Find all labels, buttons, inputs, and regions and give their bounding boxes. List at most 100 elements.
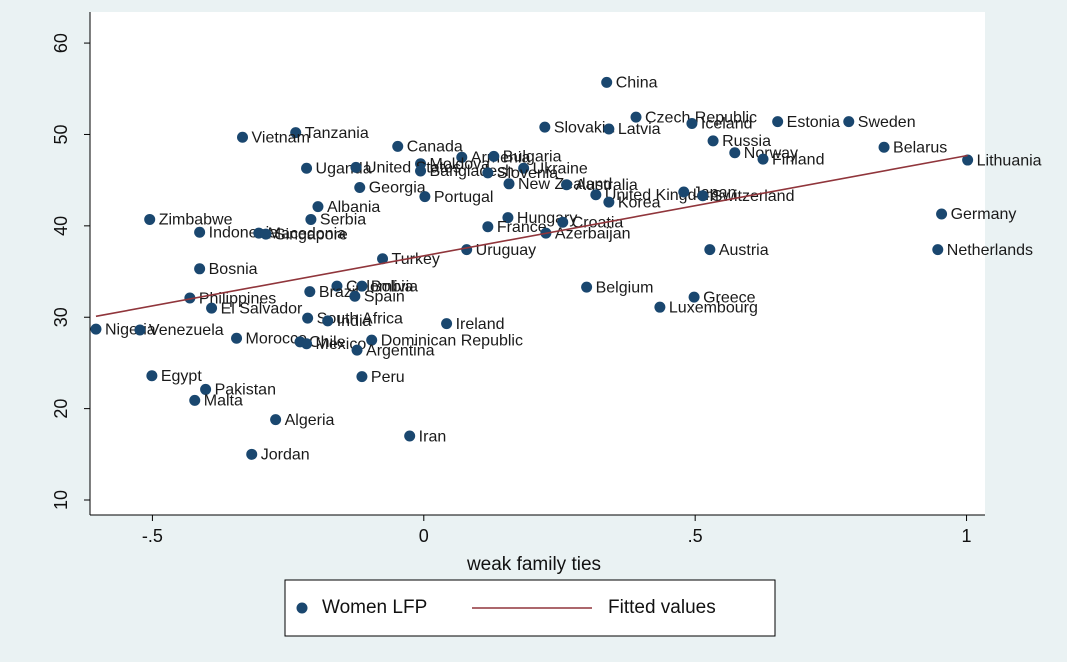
point-label: Iran bbox=[419, 428, 447, 445]
point-label: Russia bbox=[722, 133, 771, 150]
point-label: Ireland bbox=[456, 316, 505, 333]
point-label: United Kingdom bbox=[605, 187, 719, 204]
point-label: El Salvador bbox=[221, 300, 303, 317]
point-label: Vietnam bbox=[252, 129, 310, 146]
y-tick-label: 40 bbox=[51, 216, 71, 236]
point bbox=[322, 315, 334, 327]
point-label: Egypt bbox=[161, 368, 202, 385]
x-tick-label: .5 bbox=[688, 526, 703, 546]
point-label: Armenia bbox=[471, 150, 531, 167]
point bbox=[354, 181, 366, 193]
point-label: Bosnia bbox=[209, 261, 258, 278]
point bbox=[331, 280, 343, 292]
point bbox=[237, 131, 249, 143]
point-label: Bolivia bbox=[371, 278, 418, 295]
point bbox=[456, 151, 468, 163]
point bbox=[184, 292, 196, 304]
point bbox=[482, 221, 494, 233]
point-label: Uganda bbox=[316, 160, 372, 177]
point bbox=[377, 253, 389, 265]
x-axis-title: weak family ties bbox=[466, 554, 601, 575]
point-label: Switzerland bbox=[712, 188, 795, 205]
point-label: Tanzania bbox=[305, 125, 369, 142]
point-label: Georgia bbox=[369, 180, 426, 197]
point bbox=[503, 178, 515, 190]
point bbox=[246, 448, 258, 460]
point-label: Sweden bbox=[858, 114, 916, 131]
point-label: Ukraine bbox=[533, 160, 588, 177]
point bbox=[603, 196, 615, 208]
point-label: Germany bbox=[951, 206, 1017, 223]
point-label: Greece bbox=[703, 289, 756, 306]
point-label: Korea bbox=[618, 194, 661, 211]
point bbox=[206, 302, 218, 314]
point bbox=[601, 76, 613, 88]
point-label: Estonia bbox=[787, 114, 840, 131]
point-label: China bbox=[616, 75, 658, 92]
point-label: Belgium bbox=[596, 279, 654, 296]
point bbox=[194, 263, 206, 275]
point bbox=[90, 323, 102, 335]
point-label: Argentina bbox=[366, 342, 435, 359]
y-tick-label: 30 bbox=[51, 307, 71, 327]
point bbox=[843, 116, 855, 128]
point-label: Canada bbox=[407, 139, 463, 156]
point-label: Spain bbox=[364, 288, 405, 305]
point bbox=[962, 154, 974, 166]
point bbox=[704, 244, 716, 256]
point-label: Slovenia bbox=[497, 165, 558, 182]
point bbox=[502, 212, 514, 224]
point bbox=[351, 344, 363, 356]
x-tick-label: 0 bbox=[419, 526, 429, 546]
point bbox=[301, 338, 313, 350]
point-label: Portugal bbox=[434, 189, 494, 206]
point bbox=[488, 150, 500, 162]
point-label: Peru bbox=[371, 369, 405, 386]
point-label: United States bbox=[365, 160, 461, 177]
y-tick-label: 60 bbox=[51, 33, 71, 53]
point bbox=[134, 324, 146, 336]
fit-line bbox=[95, 154, 968, 318]
point-label: Belarus bbox=[893, 139, 947, 156]
point-label: Luxembourg bbox=[669, 299, 758, 316]
point-label: Croatia bbox=[572, 214, 624, 231]
point-label: Chile bbox=[309, 334, 346, 351]
point-label: Albania bbox=[327, 199, 380, 216]
point-label: Bulgaria bbox=[503, 149, 562, 166]
point bbox=[581, 281, 593, 293]
point bbox=[630, 111, 642, 123]
point-label: Brazil bbox=[319, 284, 359, 301]
point-label: Malta bbox=[204, 393, 243, 410]
point-label: Austria bbox=[719, 242, 769, 259]
point bbox=[189, 394, 201, 406]
point bbox=[932, 244, 944, 256]
point bbox=[302, 312, 314, 324]
point bbox=[419, 191, 431, 203]
point-label: Moldova bbox=[430, 156, 491, 173]
plot-area bbox=[90, 12, 985, 515]
point bbox=[392, 140, 404, 152]
point-label: Australia bbox=[576, 177, 638, 194]
point bbox=[301, 162, 313, 174]
point-label: France bbox=[497, 219, 547, 236]
point-label: Singapore bbox=[275, 226, 348, 243]
point bbox=[772, 116, 784, 128]
point-label: Morocco bbox=[246, 330, 307, 347]
point bbox=[482, 167, 494, 179]
point-label: Czech Republic bbox=[645, 109, 757, 126]
point-label: Latvia bbox=[618, 121, 661, 138]
point bbox=[561, 179, 573, 191]
point bbox=[518, 162, 530, 174]
point bbox=[729, 147, 741, 159]
point bbox=[146, 370, 158, 382]
point bbox=[557, 216, 569, 228]
point-label: Norway bbox=[744, 145, 798, 162]
point-label: Serbia bbox=[320, 212, 366, 229]
point-label: Jordan bbox=[261, 447, 310, 464]
point bbox=[304, 286, 316, 298]
point bbox=[356, 371, 368, 383]
point bbox=[290, 127, 302, 139]
point-label: Bangladesh bbox=[430, 163, 515, 180]
point bbox=[539, 121, 551, 133]
